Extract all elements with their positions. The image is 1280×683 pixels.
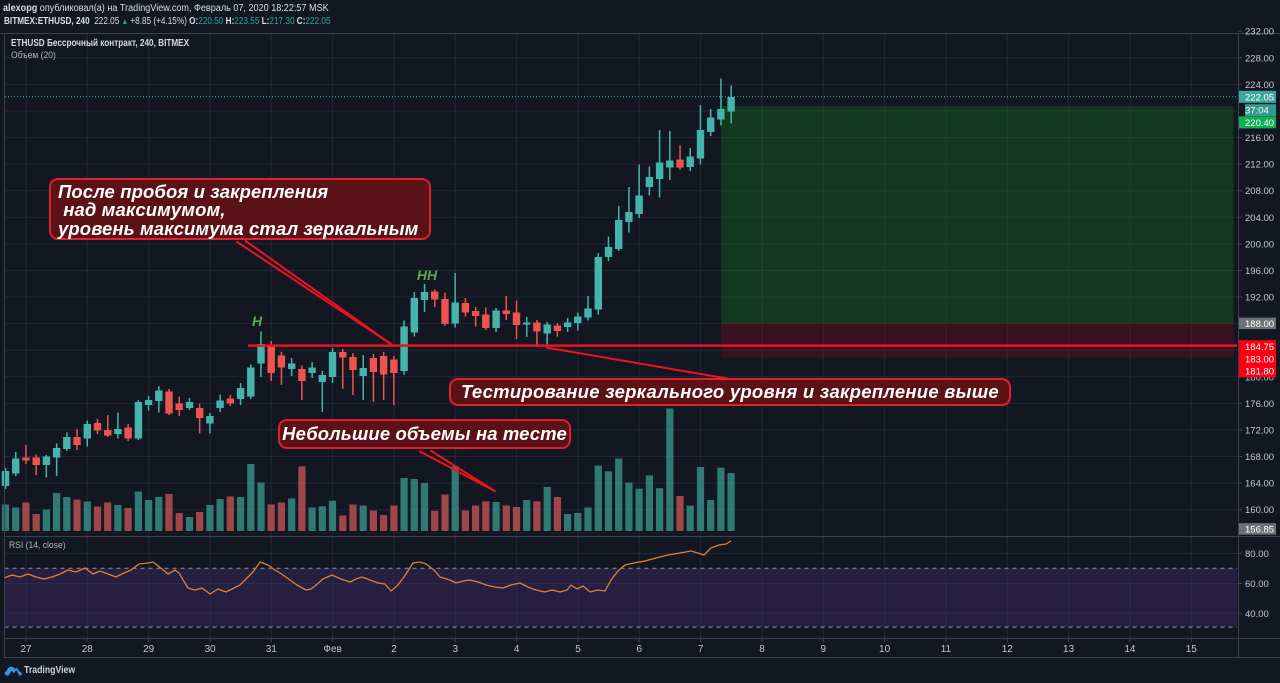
svg-text:224.00: 224.00 xyxy=(1245,80,1274,91)
svg-text:180.00: 180.00 xyxy=(1245,372,1274,383)
svg-text:204.00: 204.00 xyxy=(1245,213,1274,224)
svg-text:232.00: 232.00 xyxy=(1245,27,1274,38)
svg-text:208.00: 208.00 xyxy=(1245,186,1274,197)
svg-text:12: 12 xyxy=(1002,644,1014,655)
svg-text:188.00: 188.00 xyxy=(1245,319,1274,330)
svg-text:3: 3 xyxy=(453,644,459,655)
svg-text:13: 13 xyxy=(1063,644,1075,655)
svg-text:9: 9 xyxy=(821,644,827,655)
svg-text:40.00: 40.00 xyxy=(1245,609,1269,620)
svg-text:31: 31 xyxy=(266,644,278,655)
svg-text:7: 7 xyxy=(698,644,704,655)
svg-text:Фев: Фев xyxy=(323,644,341,655)
svg-text:196.00: 196.00 xyxy=(1245,266,1274,277)
svg-text:37:04: 37:04 xyxy=(1245,106,1269,117)
svg-text:164.00: 164.00 xyxy=(1245,479,1274,490)
svg-text:216.00: 216.00 xyxy=(1245,133,1274,144)
svg-text:11: 11 xyxy=(941,644,952,655)
svg-text:6: 6 xyxy=(637,644,643,655)
svg-text:228.00: 228.00 xyxy=(1245,53,1274,64)
svg-text:184.75: 184.75 xyxy=(1245,342,1274,353)
svg-text:2: 2 xyxy=(391,644,397,655)
svg-text:HH: HH xyxy=(417,267,438,283)
svg-text:176.00: 176.00 xyxy=(1245,399,1274,410)
svg-text:172.00: 172.00 xyxy=(1245,426,1274,437)
svg-text:5: 5 xyxy=(575,644,581,655)
svg-text:60.00: 60.00 xyxy=(1245,579,1269,590)
svg-text:160.00: 160.00 xyxy=(1245,505,1274,516)
svg-text:28: 28 xyxy=(82,644,94,655)
svg-text:10: 10 xyxy=(879,644,891,655)
svg-text:192.00: 192.00 xyxy=(1245,293,1274,304)
svg-text:8: 8 xyxy=(759,644,765,655)
svg-text:220.40: 220.40 xyxy=(1245,118,1274,129)
svg-text:156.85: 156.85 xyxy=(1245,525,1274,536)
svg-text:27: 27 xyxy=(20,644,32,655)
svg-text:183.00: 183.00 xyxy=(1245,354,1274,365)
svg-text:14: 14 xyxy=(1124,644,1136,655)
svg-text:15: 15 xyxy=(1186,644,1198,655)
svg-text:212.00: 212.00 xyxy=(1245,160,1274,171)
svg-text:29: 29 xyxy=(143,644,155,655)
svg-text:30: 30 xyxy=(204,644,216,655)
svg-text:200.00: 200.00 xyxy=(1245,239,1274,250)
svg-text:H: H xyxy=(252,313,263,329)
svg-text:181.80: 181.80 xyxy=(1245,367,1274,378)
svg-text:4: 4 xyxy=(514,644,520,655)
svg-text:222.05: 222.05 xyxy=(1245,92,1274,103)
svg-text:80.00: 80.00 xyxy=(1245,549,1269,560)
svg-text:168.00: 168.00 xyxy=(1245,452,1274,463)
